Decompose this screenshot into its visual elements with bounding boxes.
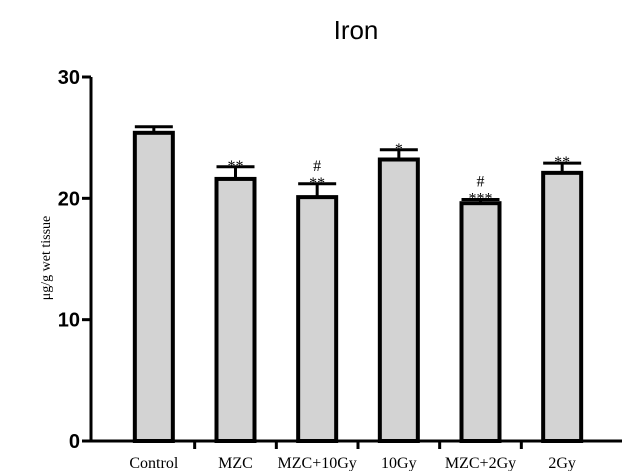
bar: [214, 176, 257, 443]
y-tick-label: 10: [58, 310, 80, 332]
chart-title: Iron: [334, 15, 379, 45]
significance-marker: **: [554, 154, 570, 171]
y-tick-label: 0: [69, 431, 80, 453]
x-axis: [91, 439, 622, 449]
x-tick-label: MZC+10Gy: [278, 455, 357, 471]
x-tick-label: MZC+2Gy: [445, 455, 516, 471]
error-bars: [134, 125, 582, 204]
y-axis-label: μg/g wet tissue: [39, 216, 54, 301]
bar: [377, 157, 420, 444]
bar: [296, 195, 339, 443]
bar: [132, 130, 175, 444]
significance-marker: #: [477, 174, 485, 191]
x-tick-label: Control: [129, 455, 178, 471]
significance-marker: #: [313, 158, 321, 175]
x-tick-label: MZC: [218, 455, 253, 471]
significance-marker: **: [228, 158, 244, 175]
bars: [132, 130, 584, 444]
y-axis: 0 10 20 30: [58, 67, 93, 453]
significance-marker: ***: [469, 191, 493, 208]
x-tick-label: 10Gy: [381, 455, 417, 471]
y-tick-label: 30: [58, 67, 80, 89]
x-tick-label: 2Gy: [548, 455, 576, 471]
significance-marker: *: [395, 141, 403, 158]
x-tick-labels: Control MZC MZC+10Gy 10Gy MZC+2Gy 2Gy: [129, 455, 576, 471]
significance-markers: ****#****#**: [228, 141, 571, 208]
significance-marker: **: [309, 175, 325, 192]
y-tick-label: 20: [58, 188, 80, 210]
bar: [459, 201, 502, 443]
bar: [541, 170, 584, 443]
